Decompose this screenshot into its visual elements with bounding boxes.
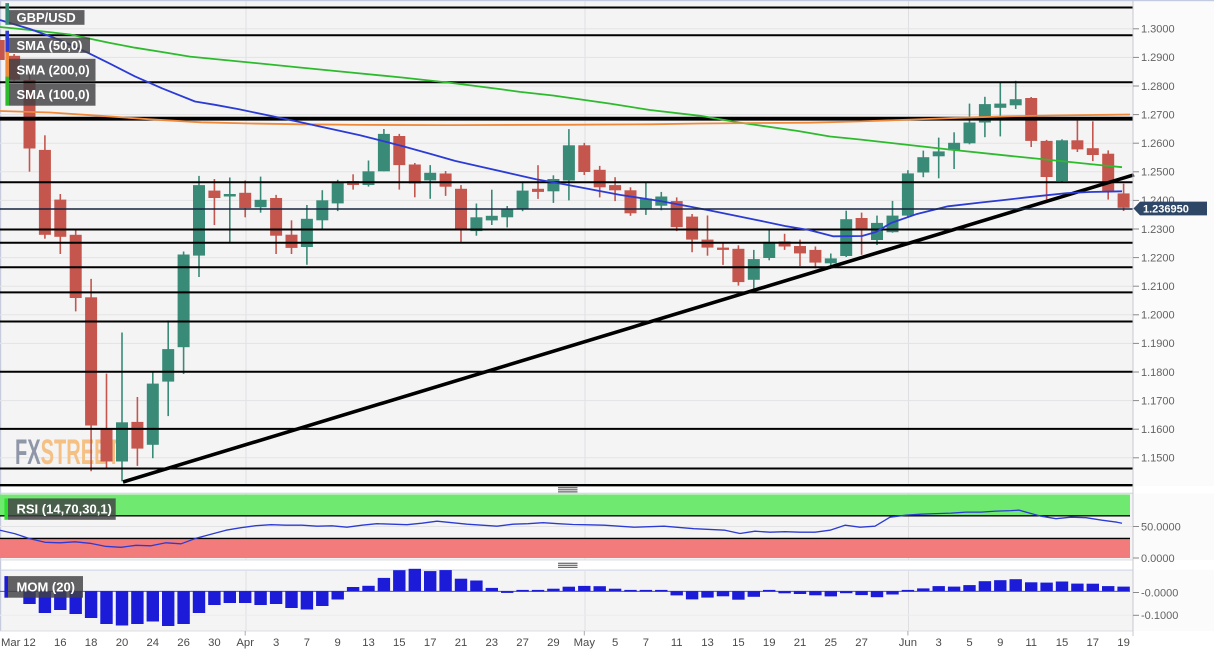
- svg-text:21: 21: [455, 637, 468, 649]
- svg-text:Apr: Apr: [236, 637, 254, 649]
- svg-text:7: 7: [304, 637, 310, 649]
- svg-text:11: 11: [1025, 637, 1037, 649]
- svg-text:MOM (20): MOM (20): [17, 580, 76, 595]
- svg-text:27: 27: [516, 637, 529, 649]
- svg-text:Jun: Jun: [899, 637, 917, 649]
- svg-text:1.2600: 1.2600: [1141, 138, 1175, 150]
- svg-text:16: 16: [54, 637, 67, 649]
- svg-text:11: 11: [671, 637, 683, 649]
- svg-text:27: 27: [855, 637, 868, 649]
- svg-text:1.1700: 1.1700: [1141, 395, 1175, 407]
- svg-text:3: 3: [936, 637, 942, 649]
- svg-text:0.0000: 0.0000: [1141, 553, 1175, 565]
- svg-text:May: May: [574, 637, 596, 649]
- svg-text:23: 23: [486, 637, 499, 649]
- svg-text:24: 24: [147, 637, 160, 649]
- svg-text:SMA (200,0): SMA (200,0): [17, 62, 90, 77]
- svg-text:5: 5: [966, 637, 972, 649]
- svg-text:18: 18: [85, 637, 98, 649]
- svg-text:15: 15: [1056, 637, 1069, 649]
- svg-text:17: 17: [424, 637, 437, 649]
- svg-text:1.1800: 1.1800: [1141, 367, 1175, 379]
- svg-text:7: 7: [643, 637, 649, 649]
- svg-text:1.2700: 1.2700: [1141, 109, 1175, 121]
- svg-text:1.2000: 1.2000: [1141, 310, 1175, 322]
- svg-text:RSI (14,70,30,1): RSI (14,70,30,1): [17, 502, 112, 517]
- svg-text:1.1500: 1.1500: [1141, 453, 1175, 465]
- svg-text:25: 25: [825, 637, 838, 649]
- svg-text:13: 13: [701, 637, 714, 649]
- svg-text:Mar: Mar: [1, 637, 21, 649]
- svg-text:1.1600: 1.1600: [1141, 424, 1175, 436]
- svg-text:19: 19: [763, 637, 776, 649]
- svg-text:15: 15: [732, 637, 745, 649]
- svg-text:17: 17: [1087, 637, 1100, 649]
- svg-text:26: 26: [177, 637, 190, 649]
- svg-text:1.2100: 1.2100: [1141, 281, 1175, 293]
- svg-text:1.236950: 1.236950: [1143, 204, 1189, 216]
- svg-text:1.2200: 1.2200: [1141, 252, 1175, 264]
- svg-text:SMA (50,0): SMA (50,0): [17, 38, 83, 53]
- svg-text:-0.1000: -0.1000: [1141, 610, 1178, 622]
- svg-text:30: 30: [208, 637, 221, 649]
- svg-text:1.1900: 1.1900: [1141, 338, 1175, 350]
- svg-text:20: 20: [116, 637, 129, 649]
- svg-text:1.2500: 1.2500: [1141, 167, 1175, 179]
- svg-text:GBP/USD: GBP/USD: [17, 10, 76, 25]
- svg-text:15: 15: [393, 637, 406, 649]
- svg-text:3: 3: [273, 637, 279, 649]
- svg-text:9: 9: [997, 637, 1003, 649]
- svg-text:19: 19: [1117, 637, 1130, 649]
- svg-text:5: 5: [612, 637, 618, 649]
- svg-text:9: 9: [335, 637, 341, 649]
- svg-text:13: 13: [362, 637, 375, 649]
- svg-text:21: 21: [794, 637, 807, 649]
- svg-text:SMA (100,0): SMA (100,0): [17, 87, 90, 102]
- svg-text:1.2800: 1.2800: [1141, 81, 1175, 93]
- svg-text:29: 29: [547, 637, 560, 649]
- svg-text:1.2900: 1.2900: [1141, 52, 1175, 64]
- svg-text:1.3000: 1.3000: [1141, 24, 1175, 36]
- svg-text:1.2300: 1.2300: [1141, 224, 1175, 236]
- svg-text:50.0000: 50.0000: [1141, 521, 1181, 533]
- svg-text:12: 12: [23, 637, 36, 649]
- svg-text:-0.0000: -0.0000: [1141, 587, 1178, 599]
